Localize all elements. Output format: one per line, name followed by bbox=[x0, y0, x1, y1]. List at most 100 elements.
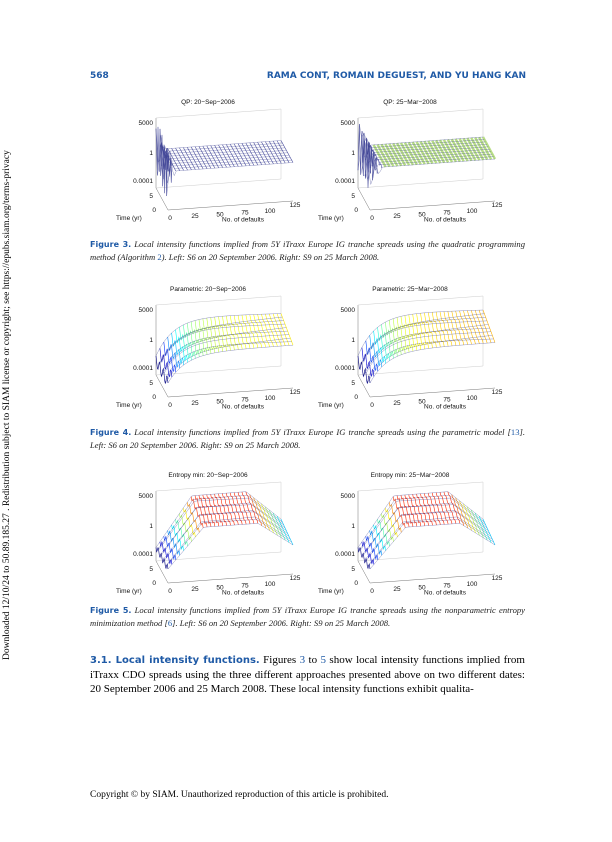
z-tick-label: 1 bbox=[351, 523, 355, 530]
surface-line bbox=[186, 502, 200, 533]
caption-text: ]. Left: S6 on 20 September 2006. Right:… bbox=[172, 618, 391, 628]
z-tick-label: 5000 bbox=[139, 493, 154, 500]
z-tick-label: 5000 bbox=[341, 493, 356, 500]
surface-line bbox=[249, 314, 263, 348]
panel-title: Entropy min: 20−Sep−2006 bbox=[168, 472, 248, 479]
section-heading: 3.1. Local intensity functions. bbox=[90, 655, 260, 666]
surface-line bbox=[167, 523, 294, 570]
x-tick-label: 25 bbox=[393, 213, 401, 220]
x-tick-label: 75 bbox=[241, 397, 249, 404]
caption-label: Figure 5. bbox=[90, 606, 132, 615]
surface-line bbox=[482, 519, 496, 546]
surface-line bbox=[396, 142, 411, 166]
surface-line bbox=[155, 128, 282, 163]
x-tick-label: 75 bbox=[443, 397, 451, 404]
surface-line bbox=[268, 313, 282, 347]
z-tick-label: 0.0001 bbox=[133, 178, 153, 185]
surface-line bbox=[198, 146, 212, 169]
surface-line bbox=[400, 495, 414, 527]
surface-line bbox=[167, 151, 294, 177]
surface-line bbox=[363, 324, 489, 377]
surface-line bbox=[467, 506, 480, 536]
surface-line bbox=[162, 149, 288, 187]
surface-line bbox=[190, 146, 204, 170]
body-text: to bbox=[305, 654, 321, 666]
surface-line bbox=[384, 143, 399, 167]
surface-line bbox=[396, 495, 410, 528]
surface-line bbox=[474, 136, 489, 161]
x-tick-label: 0 bbox=[168, 402, 172, 409]
surface-line bbox=[161, 150, 287, 180]
surface-line bbox=[233, 143, 247, 167]
axis-line bbox=[155, 374, 169, 398]
surface-line bbox=[368, 338, 494, 377]
surface-line bbox=[455, 497, 468, 529]
surface-line bbox=[407, 141, 422, 165]
surface-line bbox=[206, 318, 220, 353]
surface-line bbox=[365, 535, 379, 560]
axis-line bbox=[357, 178, 484, 189]
time-tick-label: 5 bbox=[351, 566, 355, 573]
surface-line bbox=[367, 335, 493, 384]
x-tick-label: 75 bbox=[443, 210, 451, 217]
surface-line bbox=[435, 139, 450, 163]
time-tick-label: 0 bbox=[152, 580, 156, 587]
panel-title: Entropy min: 25−Mar−2008 bbox=[371, 472, 450, 479]
surface-line bbox=[478, 310, 492, 343]
panel-title: QP: 25−Mar−2008 bbox=[383, 99, 437, 106]
section: 3.1. Local intensity functions. Figures … bbox=[90, 653, 525, 696]
caption: Figure 3. Local intensity functions impl… bbox=[90, 238, 525, 263]
surface-line bbox=[226, 144, 239, 167]
surface-line bbox=[233, 492, 247, 525]
surface-line bbox=[183, 147, 196, 170]
surface-line bbox=[361, 320, 488, 365]
surface-line bbox=[206, 494, 220, 527]
x-tick-label: 125 bbox=[492, 575, 503, 582]
surface-line bbox=[478, 136, 493, 160]
surface-line bbox=[368, 156, 494, 185]
body-text: 3 bbox=[299, 654, 306, 666]
caption-label: Figure 3. bbox=[90, 240, 132, 249]
surface-line bbox=[269, 141, 282, 164]
time-axis-label: Time (yr) bbox=[318, 588, 344, 595]
time-tick-label: 5 bbox=[149, 566, 153, 573]
axis-line bbox=[167, 573, 294, 584]
surface-line bbox=[470, 137, 485, 161]
surface-line bbox=[257, 314, 270, 347]
x-tick-label: 25 bbox=[393, 400, 401, 407]
surface-line bbox=[361, 540, 375, 565]
surface-line bbox=[162, 330, 288, 371]
surface-line bbox=[163, 334, 290, 374]
x-tick-label: 100 bbox=[265, 208, 276, 215]
time-axis-label: Time (yr) bbox=[318, 402, 344, 409]
surface-line bbox=[369, 530, 383, 556]
z-tick-label: 5000 bbox=[341, 307, 356, 314]
surface-line bbox=[214, 316, 227, 352]
axis-line bbox=[357, 365, 484, 376]
axis-line bbox=[155, 178, 282, 189]
surface-line bbox=[458, 138, 473, 162]
axis-line bbox=[369, 200, 496, 211]
surface-line bbox=[373, 524, 386, 551]
axis-line bbox=[357, 295, 484, 306]
surface-line bbox=[202, 318, 216, 353]
surface-line bbox=[253, 142, 266, 165]
time-tick-label: 0 bbox=[152, 207, 156, 214]
surface-line bbox=[359, 495, 485, 551]
axis-line bbox=[155, 295, 282, 306]
x-tick-label: 0 bbox=[168, 215, 172, 222]
surface-line bbox=[165, 152, 291, 184]
surface-line bbox=[171, 524, 184, 551]
surface-line bbox=[179, 147, 192, 170]
axis-line bbox=[369, 573, 496, 584]
surface-line bbox=[376, 144, 391, 168]
z-tick-label: 5000 bbox=[139, 307, 154, 314]
surface-line bbox=[158, 320, 284, 366]
time-tick-label: 5 bbox=[149, 193, 153, 200]
footer: Copyright © by SIAM. Unauthorized reprod… bbox=[90, 790, 389, 800]
surface-line bbox=[167, 530, 181, 556]
surface-line bbox=[470, 310, 484, 344]
surface-line bbox=[186, 147, 200, 170]
surface-line bbox=[359, 313, 485, 369]
